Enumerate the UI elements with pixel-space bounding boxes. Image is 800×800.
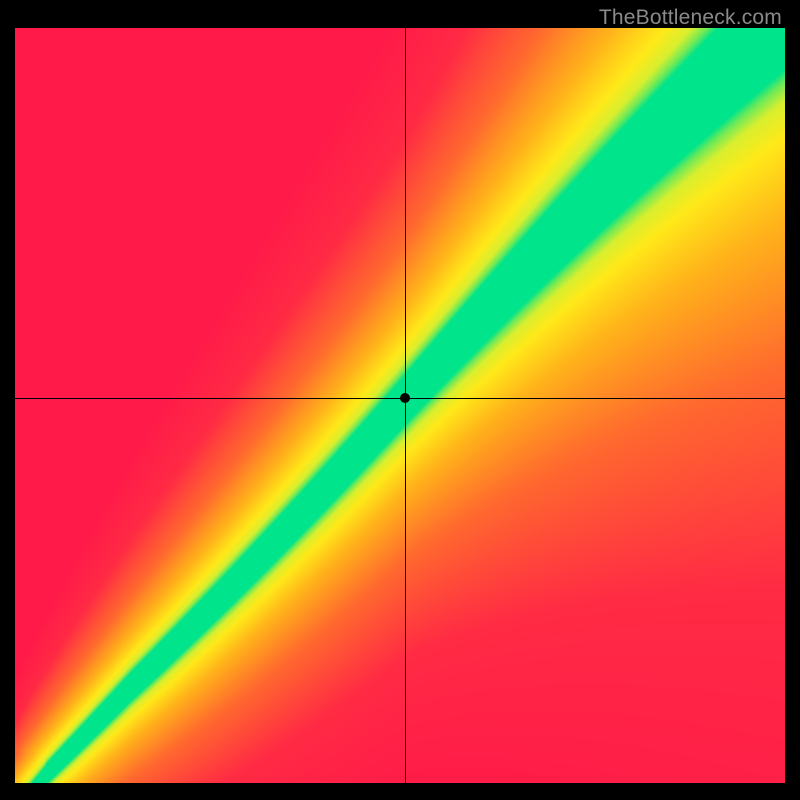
- crosshair-vertical: [405, 28, 406, 783]
- selection-marker: [400, 393, 410, 403]
- watermark-text: TheBottleneck.com: [599, 6, 782, 30]
- bottleneck-heatmap: [15, 28, 785, 783]
- heatmap-canvas: [15, 28, 785, 783]
